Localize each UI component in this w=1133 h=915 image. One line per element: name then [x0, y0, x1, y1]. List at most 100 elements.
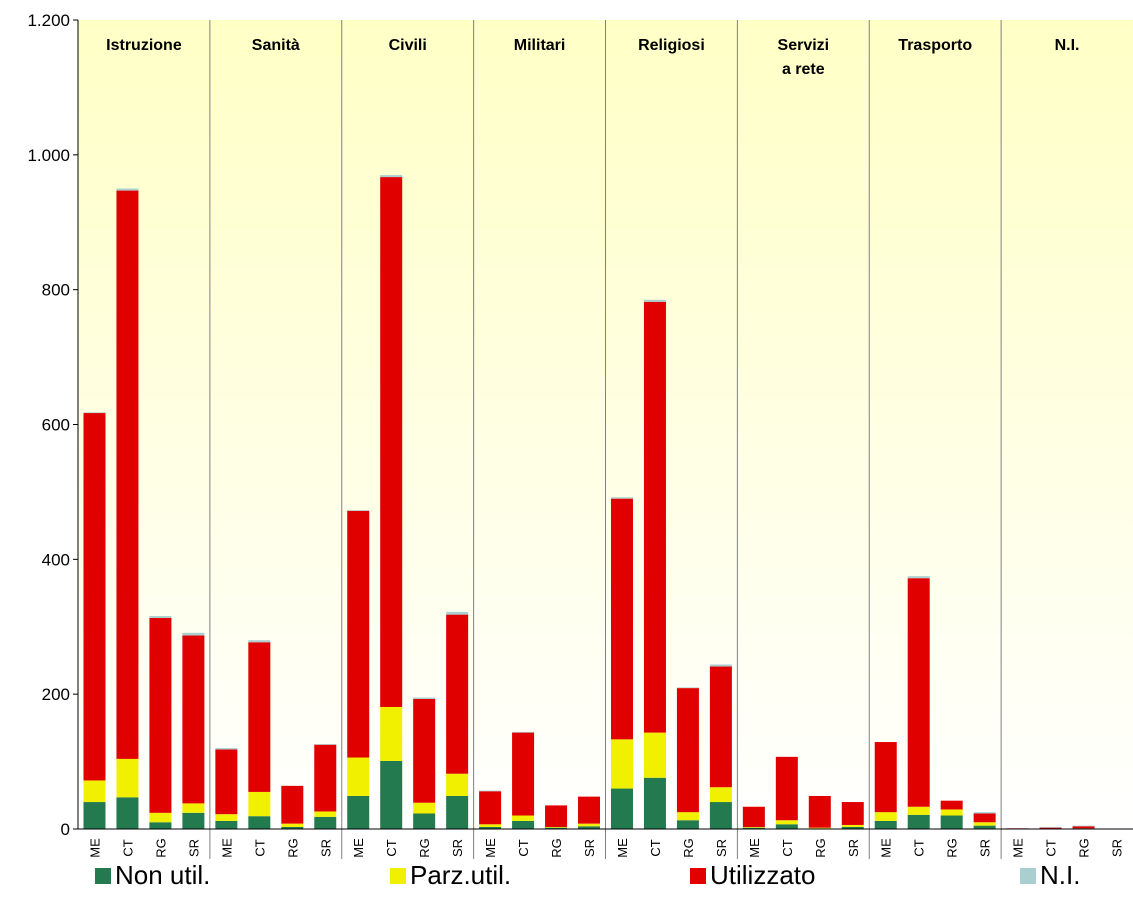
bar-segment [479, 791, 502, 825]
x-tick-label: RG [681, 838, 696, 858]
x-tick-label: RG [549, 838, 564, 858]
bar-segment [676, 820, 699, 829]
x-tick-label: ME [615, 838, 630, 858]
x-tick-label: RG [285, 838, 300, 858]
bar-segment [413, 698, 436, 803]
bar-segment [149, 822, 172, 829]
bar-segment [182, 632, 205, 636]
bar-segment [775, 820, 798, 825]
bar-segment [479, 824, 502, 827]
x-tick-label: CT [648, 839, 663, 856]
bar-segment [1072, 825, 1095, 827]
bar-segment [479, 790, 502, 792]
group-label: Istruzione [106, 37, 182, 54]
legend-swatch [95, 867, 111, 884]
x-tick-label: RG [153, 838, 168, 858]
bar-segment [610, 788, 633, 829]
bar-segment [1039, 827, 1062, 829]
legend-label: Parz.util. [410, 860, 512, 890]
bar-segment [610, 498, 633, 740]
bar-segment [742, 826, 765, 828]
bar-segment [380, 706, 403, 761]
group-label-box: N.I. [1036, 34, 1098, 94]
x-tick-label: SR [318, 839, 333, 857]
bar-segment [775, 756, 798, 821]
x-tick-label: ME [483, 838, 498, 858]
group-label-box: Civili [377, 34, 439, 94]
x-tick-label: SR [186, 839, 201, 857]
bar-segment [149, 812, 172, 823]
bar-segment [907, 576, 930, 579]
x-tick-label: RG [813, 838, 828, 858]
bar-segment [676, 812, 699, 821]
bar-segment [1039, 826, 1062, 828]
group-label: Sanità [251, 37, 300, 54]
bar-segment [874, 820, 897, 829]
x-tick-label: CT [516, 839, 531, 856]
bar-segment [380, 760, 403, 829]
bar-segment [314, 744, 337, 745]
bar-segment [676, 687, 699, 689]
x-tick-label: RG [1077, 838, 1092, 858]
bar-segment [413, 802, 436, 814]
x-tick-label: SR [714, 839, 729, 857]
group-label-box: Militari [509, 34, 571, 94]
bar-segment [248, 816, 271, 829]
bar-segment [446, 795, 469, 829]
bar-segment [512, 815, 535, 821]
bar-segment [643, 301, 666, 733]
bar-segment [215, 748, 238, 750]
bar-segment [116, 758, 139, 798]
legend-label: Utilizzato [710, 860, 816, 890]
bar-segment [610, 497, 633, 499]
bar-segment [512, 731, 535, 733]
bar-segment [545, 827, 568, 829]
bar-segment [643, 777, 666, 829]
x-tick-label: SR [978, 839, 993, 857]
bar-segment [973, 822, 996, 826]
bar-segment [380, 177, 403, 707]
y-tick-label: 1.200 [27, 11, 70, 30]
bar-segment [149, 617, 172, 813]
legend-item: Non util. [95, 860, 210, 891]
bar-segment [248, 642, 271, 792]
bar-segment [347, 510, 370, 758]
group-label: Civili [388, 37, 427, 54]
group-label-box: Istruzione [106, 34, 182, 94]
bar-segment [907, 814, 930, 829]
group-label: Servizi a rete [777, 37, 830, 78]
x-tick-label: SR [450, 839, 465, 857]
legend-item: N.I. [1020, 860, 1080, 891]
bar-segment [215, 814, 238, 821]
bar-segment [709, 666, 732, 788]
bar-segment [709, 787, 732, 803]
y-tick-label: 600 [42, 416, 70, 435]
bar-segment [182, 803, 205, 813]
bar-segment [446, 611, 469, 615]
bar-segment [281, 826, 304, 829]
bar-segment [512, 732, 535, 816]
x-tick-label: SR [1110, 839, 1125, 857]
bar-segment [643, 299, 666, 302]
legend-swatch [390, 867, 406, 884]
bar-segment [545, 826, 568, 828]
y-tick-label: 0 [61, 820, 70, 839]
bar-segment [479, 826, 502, 829]
group-label-box: Trasporto [898, 34, 972, 94]
legend-swatch [1020, 867, 1036, 884]
bar-segment [676, 688, 699, 813]
bar-segment [808, 795, 831, 828]
bar-segment [940, 815, 963, 829]
bar-segment [742, 806, 765, 827]
bar-segment [347, 510, 370, 511]
bar-segment [808, 827, 831, 829]
bar-segment [347, 795, 370, 829]
bar-segment [83, 413, 106, 781]
bar-segment [1072, 826, 1095, 829]
bar-segment [314, 811, 337, 817]
bar-segment [347, 757, 370, 796]
bar-segment [610, 739, 633, 789]
bar-segment [446, 614, 469, 774]
